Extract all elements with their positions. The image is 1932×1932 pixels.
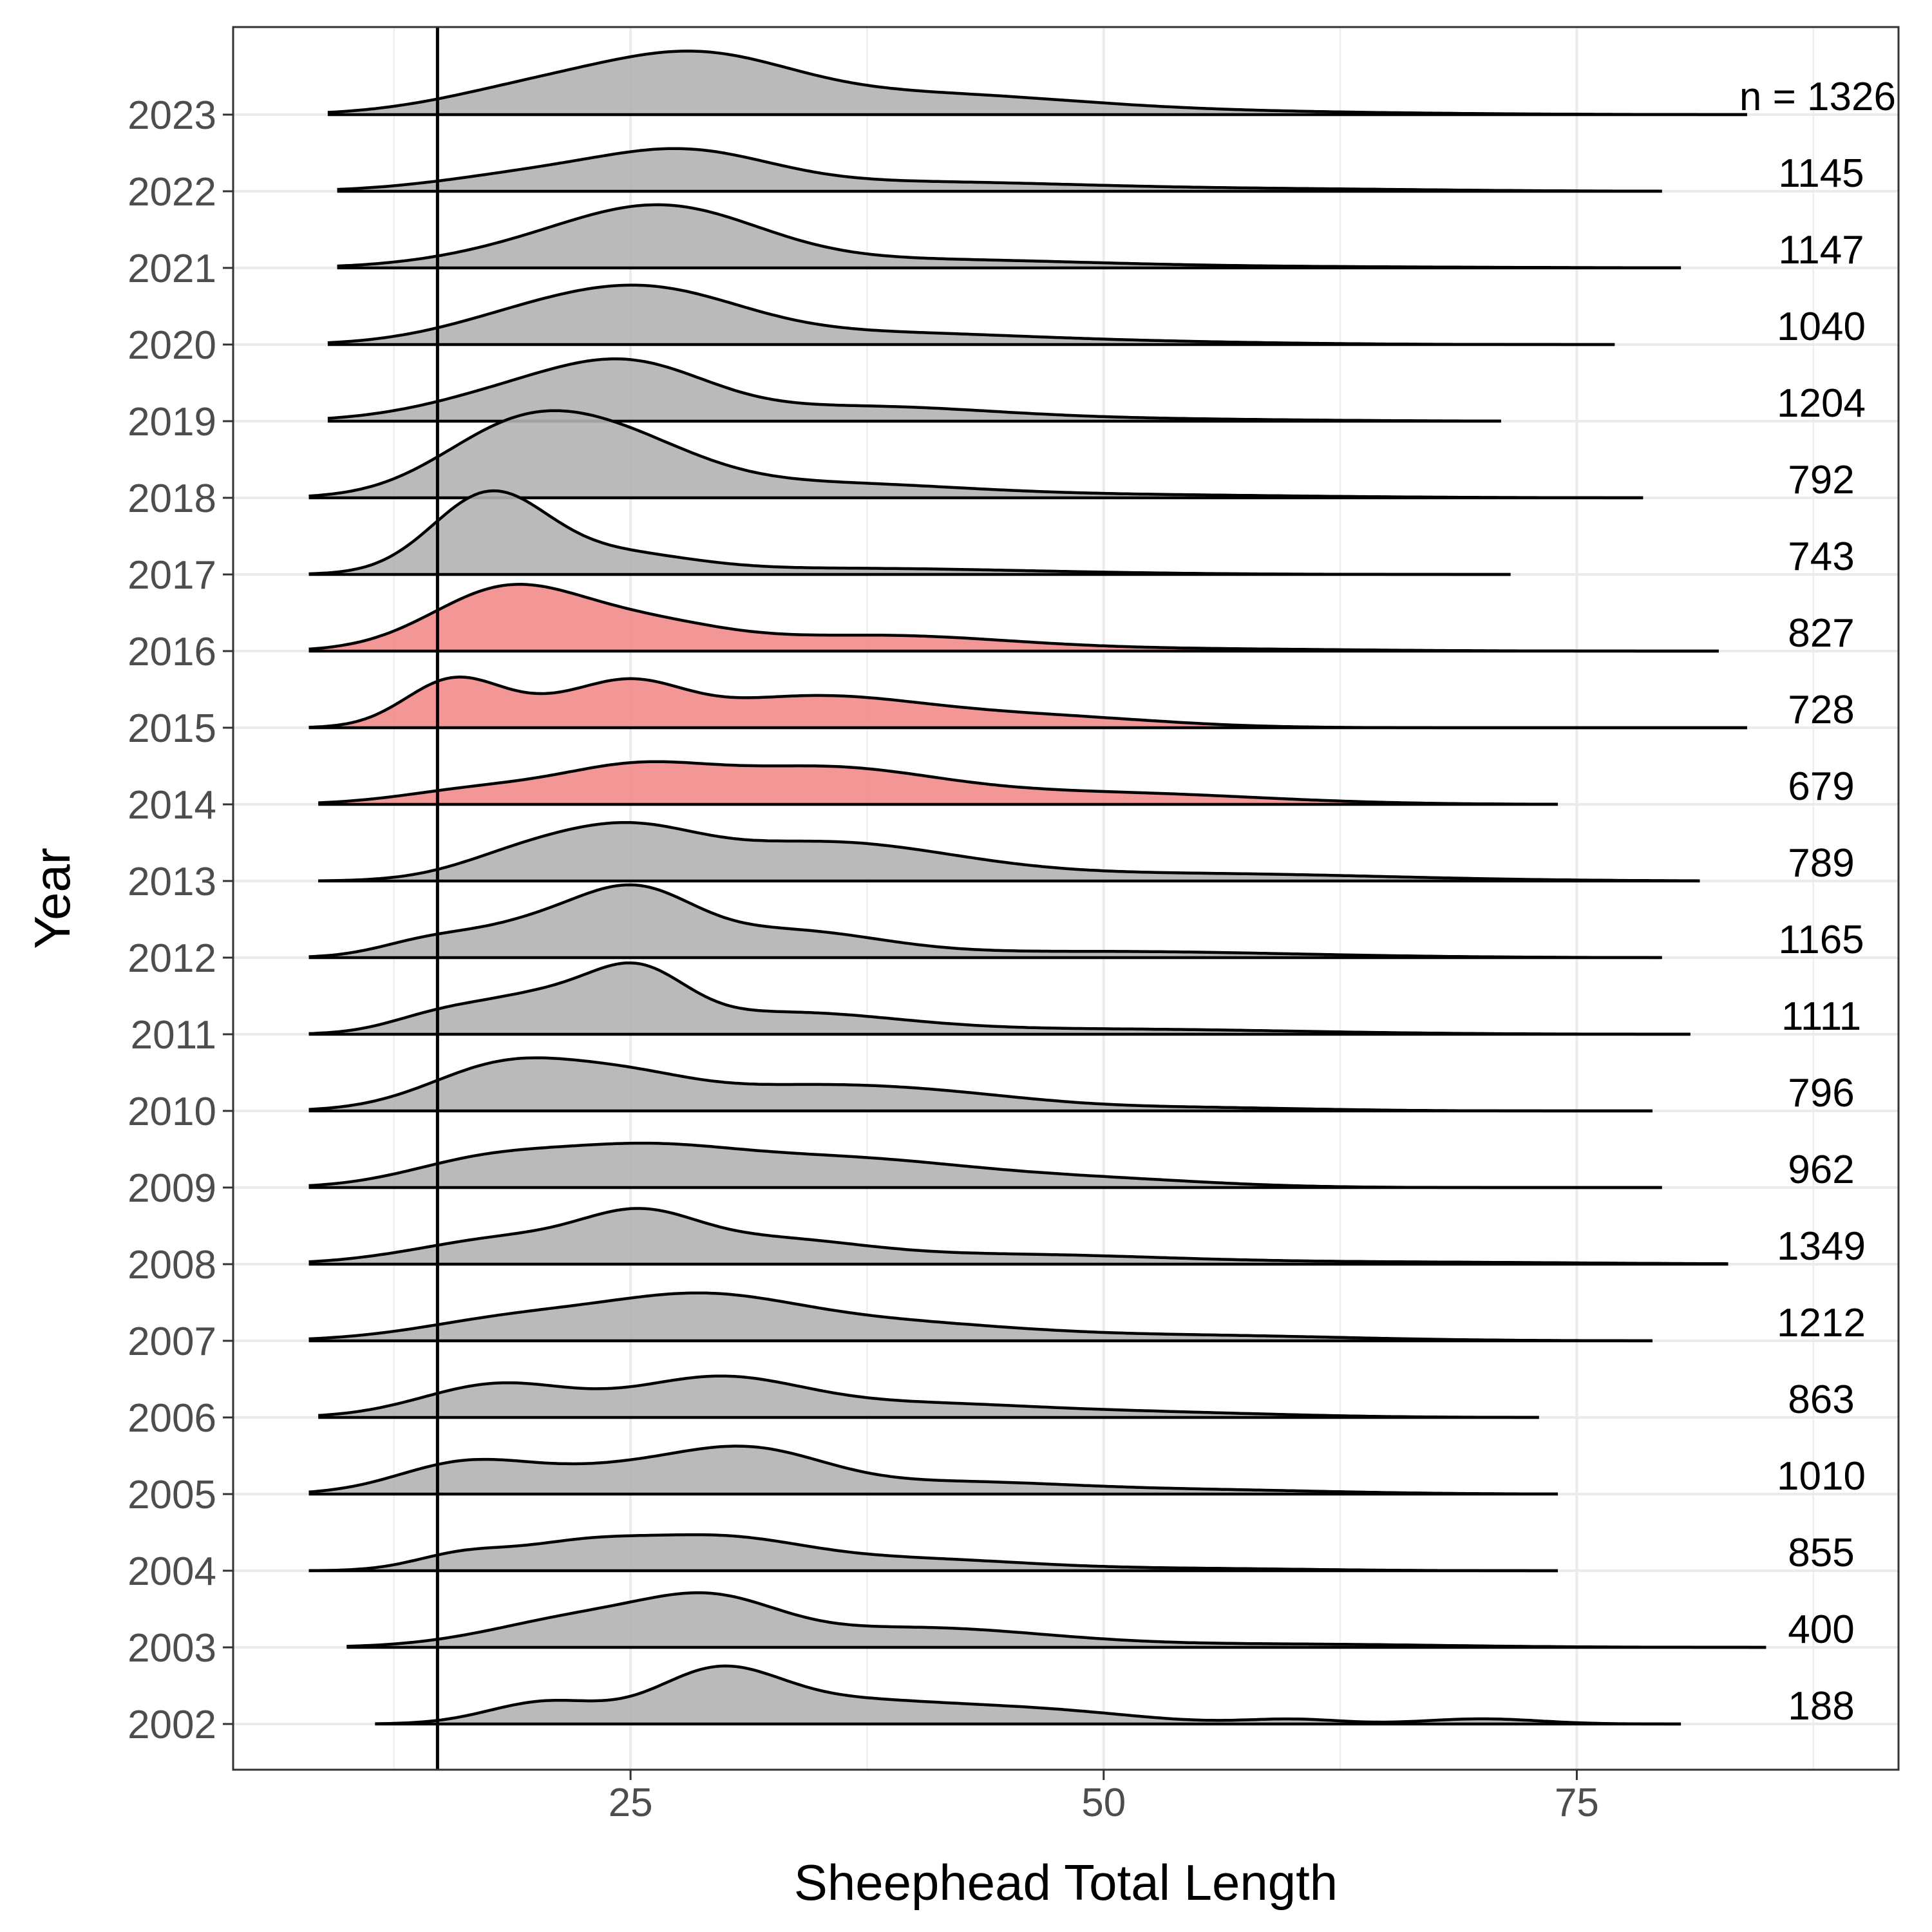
y-tick-label: 2019 bbox=[128, 400, 216, 444]
sample-size-label-2012: 1165 bbox=[1778, 918, 1864, 962]
ridge-area-2014 bbox=[318, 761, 1558, 804]
ridge-outline-2005 bbox=[308, 1444, 1558, 1496]
n-label-layer: 188 400 855 1010 863 1212 1349 962 796 1111 1165 78… bbox=[1739, 75, 1896, 1728]
y-tick-label: 2009 bbox=[128, 1166, 216, 1211]
sample-size-label-2002: 188 bbox=[1788, 1684, 1854, 1728]
sample-size-label-2008: 1349 bbox=[1777, 1224, 1866, 1269]
sample-size-label-2003: 400 bbox=[1788, 1607, 1854, 1652]
panel-border bbox=[232, 26, 1900, 1771]
sample-size-label-2009: 962 bbox=[1788, 1148, 1854, 1192]
x-axis-title: Sheephead Total Length bbox=[794, 1854, 1338, 1911]
sample-size-label-2015: 728 bbox=[1788, 688, 1854, 732]
y-tick-label: 2022 bbox=[128, 170, 216, 214]
ridge-area-2010 bbox=[308, 1057, 1653, 1111]
y-tick-label: 2020 bbox=[128, 323, 216, 368]
sample-size-label-2007: 1212 bbox=[1777, 1301, 1866, 1345]
ridge-area-2012 bbox=[308, 885, 1662, 958]
ridge-area-2002 bbox=[375, 1665, 1681, 1724]
y-axis-title: Year bbox=[24, 848, 80, 949]
ridge-area-2015 bbox=[308, 677, 1747, 728]
sample-size-label-2021: 1147 bbox=[1778, 228, 1864, 272]
axis-layer: 25 50 75 2002 2003 2004 2005 2006 2007 2008 2009 20… bbox=[128, 93, 1599, 1825]
y-tick-label: 2018 bbox=[128, 477, 216, 521]
sample-size-label-2023: n = 1326 bbox=[1739, 75, 1896, 119]
sample-size-label-2006: 863 bbox=[1788, 1378, 1854, 1422]
y-tick-label: 2010 bbox=[128, 1090, 216, 1134]
sample-size-label-2016: 827 bbox=[1788, 611, 1854, 656]
y-tick-label: 2004 bbox=[128, 1549, 216, 1594]
sample-size-label-2017: 743 bbox=[1788, 535, 1854, 579]
y-tick-label: 2014 bbox=[128, 783, 216, 828]
ridge-area-2016 bbox=[308, 584, 1719, 651]
x-tick-label: 50 bbox=[1081, 1781, 1126, 1825]
y-tick-label: 2013 bbox=[128, 860, 216, 904]
ridge-outline-2013 bbox=[318, 820, 1700, 882]
ridge-area-2008 bbox=[308, 1208, 1728, 1264]
ridge-outline-2006 bbox=[318, 1374, 1539, 1419]
sample-size-label-2022: 1145 bbox=[1778, 151, 1864, 196]
ridge-area-2005 bbox=[308, 1446, 1558, 1494]
sample-size-label-2019: 1204 bbox=[1777, 381, 1866, 426]
ridge-outline-2014 bbox=[318, 760, 1558, 806]
y-tick-label: 2011 bbox=[131, 1013, 216, 1057]
ridge-area-2006 bbox=[318, 1376, 1539, 1417]
sample-size-label-2018: 792 bbox=[1788, 458, 1854, 502]
y-tick-label: 2005 bbox=[128, 1473, 216, 1517]
ridge-area-2003 bbox=[346, 1593, 1766, 1647]
y-tick-label: 2003 bbox=[128, 1626, 216, 1671]
ridge-area-2013 bbox=[318, 822, 1700, 881]
ridge-outline-2002 bbox=[375, 1664, 1681, 1726]
ridge-area-2004 bbox=[308, 1535, 1558, 1571]
y-tick-label: 2006 bbox=[128, 1396, 216, 1441]
sample-size-label-2011: 1111 bbox=[1781, 994, 1861, 1039]
sample-size-label-2010: 796 bbox=[1788, 1071, 1854, 1115]
ridge-area-2023 bbox=[327, 51, 1747, 115]
y-tick-label: 2023 bbox=[128, 93, 216, 138]
sample-size-label-2004: 855 bbox=[1788, 1531, 1854, 1575]
ridge-area-2011 bbox=[308, 963, 1690, 1034]
ridge-area-2009 bbox=[308, 1143, 1662, 1188]
y-tick-label: 2021 bbox=[128, 247, 216, 291]
sample-size-label-2014: 679 bbox=[1788, 764, 1854, 809]
y-tick-label: 2015 bbox=[128, 706, 216, 751]
ridge-area-2007 bbox=[308, 1293, 1653, 1341]
ridge-area-2022 bbox=[337, 148, 1662, 191]
ridge-area-2021 bbox=[337, 204, 1681, 268]
sample-size-label-2020: 1040 bbox=[1777, 305, 1866, 349]
y-tick-label: 2012 bbox=[128, 936, 216, 981]
y-tick-label: 2008 bbox=[128, 1243, 216, 1287]
x-tick-label: 25 bbox=[609, 1781, 653, 1825]
ridge-outline-2008 bbox=[308, 1207, 1728, 1265]
ridge-area-2017 bbox=[308, 491, 1511, 574]
ridge-outline-2007 bbox=[308, 1291, 1653, 1343]
y-tick-label: 2007 bbox=[128, 1320, 216, 1364]
y-tick-label: 2017 bbox=[128, 553, 216, 598]
ridge-layer bbox=[308, 50, 1766, 1726]
sample-size-label-2005: 1010 bbox=[1777, 1454, 1866, 1499]
sample-size-label-2013: 789 bbox=[1788, 841, 1854, 886]
x-tick-label: 75 bbox=[1555, 1781, 1599, 1825]
y-tick-label: 2016 bbox=[128, 630, 216, 674]
ridge-area-2020 bbox=[327, 285, 1615, 345]
ridge-area-2019 bbox=[327, 359, 1501, 421]
y-tick-label: 2002 bbox=[128, 1703, 216, 1747]
